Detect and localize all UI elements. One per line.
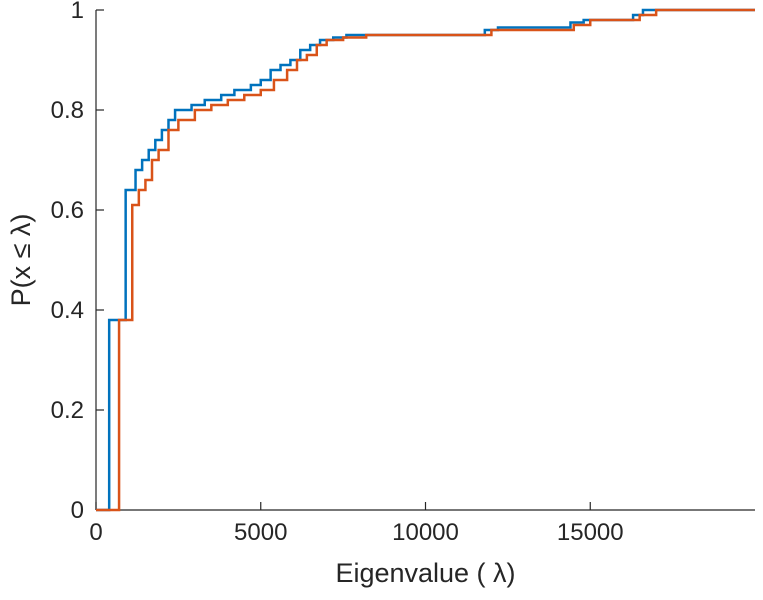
y-tick-label: 0 xyxy=(71,497,84,524)
y-tick-label: 1 xyxy=(71,0,84,24)
y-tick-label: 0.2 xyxy=(51,397,84,424)
series-ecdf-blue xyxy=(96,8,755,512)
x-axis-title: Eigenvalue ( λ) xyxy=(335,558,515,588)
x-tick-label: 10000 xyxy=(392,519,459,546)
y-tick-label: 0.8 xyxy=(51,97,84,124)
y-tick-label: 0.6 xyxy=(51,197,84,224)
series-ecdf-orange xyxy=(96,8,755,512)
y-axis-title: P(x ≤ λ) xyxy=(6,214,36,307)
x-tick-label: 5000 xyxy=(234,519,287,546)
x-tick-label: 0 xyxy=(89,519,102,546)
y-tick-label: 0.4 xyxy=(51,297,84,324)
x-tick-label: 15000 xyxy=(557,519,624,546)
